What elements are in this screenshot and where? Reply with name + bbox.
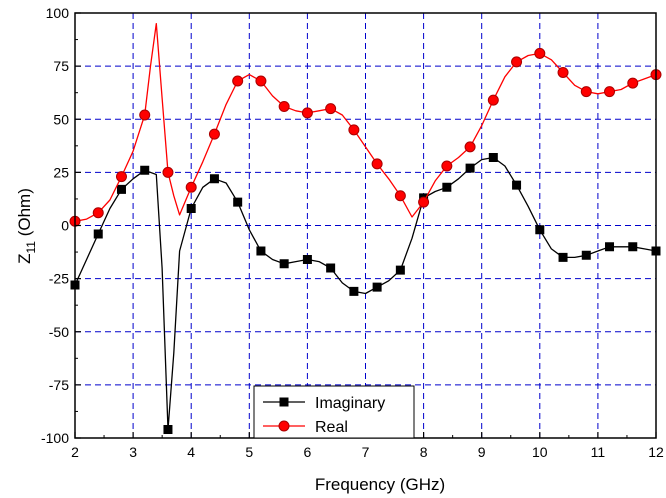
data-point-imaginary <box>465 163 475 173</box>
y-axis-title-main: Z <box>15 253 34 263</box>
data-point-imaginary <box>209 174 219 184</box>
y-axis-title-unit: (Ohm) <box>15 188 34 241</box>
y-axis-title-subscript: 11 <box>24 241 38 254</box>
x-tick-label-7: 7 <box>362 444 370 460</box>
legend-item-real: Real <box>263 419 348 436</box>
x-tick-label-9: 9 <box>478 444 486 460</box>
grid-lines <box>75 13 656 438</box>
data-point-real <box>255 75 267 87</box>
tick-labels: 2 3 4 5 6 7 8 9 10 11 12 -100 -75 -50 -25 0 25 50 75 100 <box>41 5 664 460</box>
data-point-imaginary <box>93 229 103 239</box>
data-point-real <box>627 77 639 89</box>
x-axis-title: Frequency (GHz) <box>315 475 445 494</box>
data-point-real <box>557 67 569 78</box>
data-point-imaginary <box>442 182 452 192</box>
data-point-real <box>418 196 430 208</box>
data-point-imaginary <box>140 165 150 175</box>
data-point-real <box>464 141 476 153</box>
data-point-real <box>580 86 592 98</box>
data-point-real <box>301 107 313 119</box>
data-point-imaginary <box>349 286 359 296</box>
data-point-imaginary <box>186 204 196 213</box>
data-point-real <box>185 181 197 193</box>
data-point-real <box>208 128 220 140</box>
x-tick-label-3: 3 <box>129 444 137 460</box>
data-point-imaginary <box>488 153 498 162</box>
y-tick-label--50: -50 <box>49 324 69 340</box>
data-point-real <box>325 103 337 115</box>
data-point-real <box>604 86 616 98</box>
y-tick-label-100: 100 <box>46 5 70 21</box>
x-tick-label-11: 11 <box>591 444 606 460</box>
y-tick-label-50: 50 <box>53 111 69 127</box>
x-tick-label-12: 12 <box>648 444 664 460</box>
data-point-real <box>162 166 174 178</box>
data-point-real <box>487 94 499 106</box>
x-tick-label-5: 5 <box>245 444 253 460</box>
data-point-real <box>371 158 383 170</box>
data-point-real <box>232 75 244 87</box>
legend-marker-imaginary <box>279 397 289 407</box>
y-tick-label--25: -25 <box>49 271 69 287</box>
data-point-imaginary <box>628 242 638 252</box>
y-tick-label--75: -75 <box>49 377 69 393</box>
y-tick-label-0: 0 <box>61 218 69 234</box>
legend: Imaginary Real <box>253 385 415 439</box>
data-point-real <box>441 160 453 172</box>
y-axis-title: Z11 (Ohm) <box>15 188 38 264</box>
data-point-real <box>534 47 546 59</box>
y-tick-label-25: 25 <box>53 164 69 180</box>
data-point-imaginary <box>535 225 545 235</box>
legend-label-real: Real <box>315 419 348 436</box>
series-layer <box>69 22 662 434</box>
data-point-real <box>139 109 151 121</box>
data-point-imaginary <box>116 184 126 194</box>
series-line-real <box>74 22 657 222</box>
data-point-imaginary <box>163 425 173 434</box>
x-tick-label-2: 2 <box>71 444 79 460</box>
x-tick-label-6: 6 <box>304 444 312 460</box>
legend-item-imaginary: Imaginary <box>263 395 385 412</box>
data-point-real <box>511 56 523 68</box>
x-tick-label-10: 10 <box>532 444 548 460</box>
data-point-imaginary <box>605 242 615 252</box>
data-point-imaginary <box>326 263 336 273</box>
data-point-real <box>348 124 360 136</box>
y-tick-label--100: -100 <box>41 430 69 446</box>
data-point-imaginary <box>512 180 522 190</box>
x-tick-label-4: 4 <box>187 444 195 460</box>
data-point-real <box>92 207 104 219</box>
x-tick-label-8: 8 <box>420 444 428 460</box>
y-tick-label-75: 75 <box>53 58 69 74</box>
data-point-real <box>115 171 127 183</box>
data-point-imaginary <box>372 282 382 292</box>
data-point-imaginary <box>256 246 266 256</box>
data-point-real <box>394 190 406 202</box>
data-point-real <box>278 101 290 112</box>
data-point-imaginary <box>581 250 591 260</box>
data-point-imaginary <box>395 265 405 275</box>
data-point-imaginary <box>558 252 568 262</box>
data-point-imaginary <box>233 197 243 207</box>
data-point-imaginary <box>302 255 312 264</box>
data-point-imaginary <box>279 259 289 269</box>
legend-marker-real <box>278 420 290 432</box>
legend-label-imaginary: Imaginary <box>315 395 385 412</box>
